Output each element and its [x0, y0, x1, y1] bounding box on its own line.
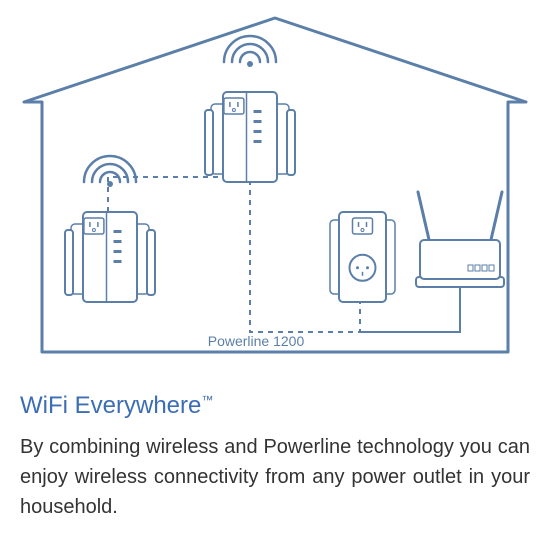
section-title: WiFi Everywhere™: [20, 392, 530, 420]
title-text: WiFi Everywhere: [20, 392, 201, 419]
house-diagram: Powerline 1200: [20, 12, 530, 362]
svg-text:Powerline 1200: Powerline 1200: [208, 333, 305, 349]
section-body: By combining wireless and Powerline tech…: [20, 432, 530, 522]
trademark: ™: [201, 393, 213, 407]
